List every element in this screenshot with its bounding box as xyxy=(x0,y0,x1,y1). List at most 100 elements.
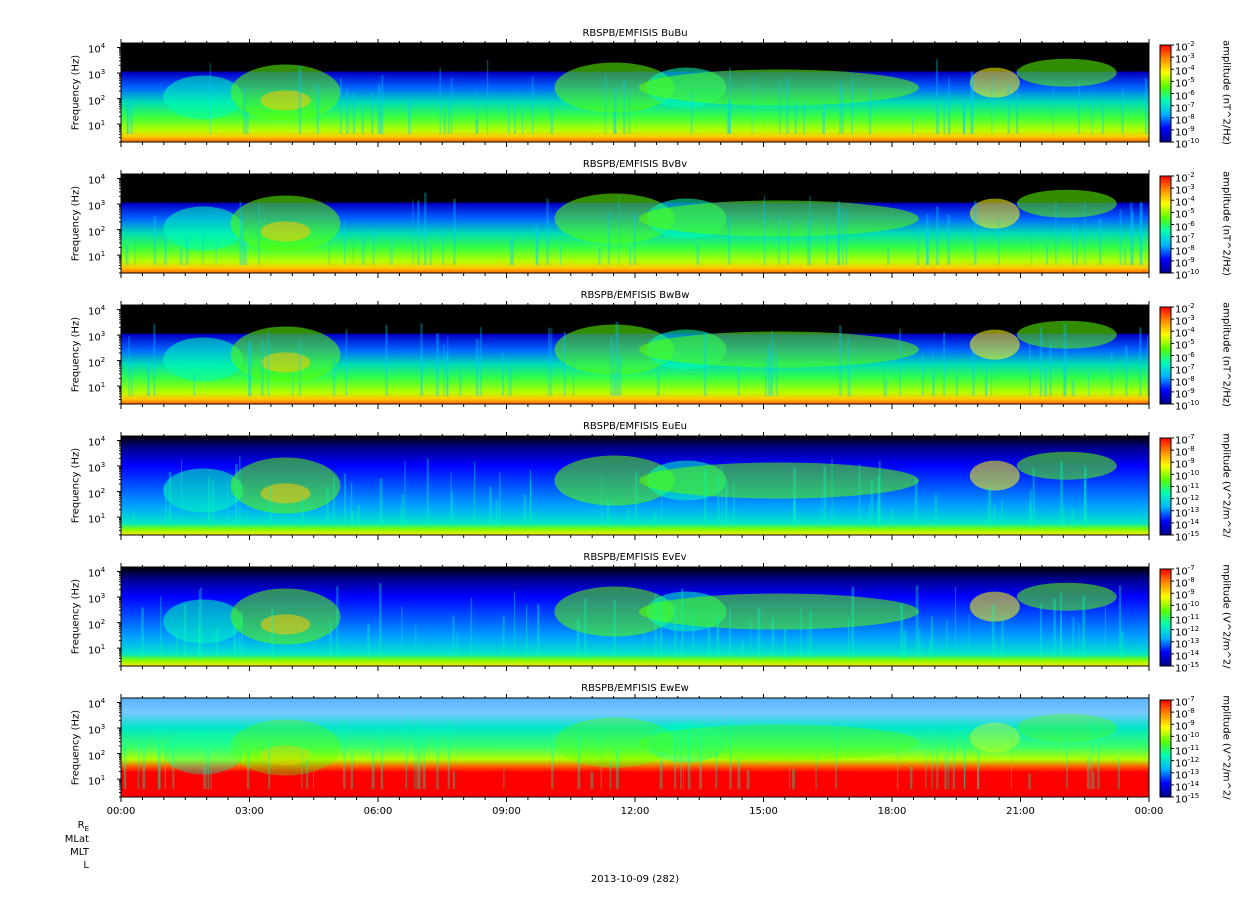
y-tick-label: 103 xyxy=(88,723,106,737)
emission-streak xyxy=(422,730,426,789)
emission-streak xyxy=(380,730,384,789)
emission-streak xyxy=(486,59,489,135)
emission-streak xyxy=(598,248,601,265)
emission-streak xyxy=(367,623,370,658)
emission-streak xyxy=(1053,598,1056,658)
colorbar-tick-label: 10-8 xyxy=(1175,707,1195,721)
emission-streak xyxy=(511,236,515,265)
emission-streak xyxy=(165,484,167,527)
emission-streak xyxy=(737,756,741,789)
emission-streak xyxy=(550,105,554,134)
wave-emission-8 xyxy=(1016,320,1117,349)
emission-streak xyxy=(130,362,133,396)
colorbar-tick-label: 10-3 xyxy=(1175,314,1195,328)
emission-streak xyxy=(1139,202,1142,265)
wave-emission-7 xyxy=(969,591,1020,622)
emission-streak xyxy=(613,86,617,134)
emission-streak xyxy=(551,328,553,396)
y-axis-label: Frequency (Hz) xyxy=(70,447,82,523)
emission-streak xyxy=(985,364,987,396)
emission-streak xyxy=(227,480,229,527)
wave-emission-1 xyxy=(163,75,244,120)
emission-streak xyxy=(717,475,720,527)
emission-streak xyxy=(379,111,383,134)
emission-streak xyxy=(943,331,945,396)
emission-streak xyxy=(470,597,473,658)
emission-streak xyxy=(633,211,636,265)
emission-streak xyxy=(426,458,429,527)
emission-streak xyxy=(728,609,731,658)
emission-streak xyxy=(1060,616,1062,658)
emission-streak xyxy=(164,234,167,265)
emission-streak xyxy=(400,507,402,527)
emission-streak xyxy=(972,351,975,396)
wave-emission-3 xyxy=(260,483,311,504)
colorbar-tick-label: 10-7 xyxy=(1175,564,1195,578)
emission-streak xyxy=(918,224,920,265)
colorbar xyxy=(1159,175,1172,274)
emission-streak xyxy=(1130,202,1133,265)
y-tick-label: 103 xyxy=(88,199,106,213)
emission-streak xyxy=(301,496,304,527)
colorbar xyxy=(1159,699,1172,798)
emission-streak xyxy=(208,477,210,527)
emission-streak xyxy=(531,77,534,134)
emission-streak xyxy=(1007,84,1010,134)
emission-streak xyxy=(536,604,540,658)
wave-emission-8 xyxy=(1016,713,1117,742)
x-tick-label: 00:00 xyxy=(1134,806,1164,817)
emission-streak xyxy=(870,480,874,527)
emission-streak xyxy=(1071,380,1075,396)
emission-streak xyxy=(452,615,455,658)
emission-streak xyxy=(1072,616,1075,658)
emission-streak xyxy=(993,505,996,527)
emission-streak xyxy=(1032,467,1035,527)
emission-streak xyxy=(764,357,767,396)
emission-streak xyxy=(915,585,919,658)
colorbar-label: amplitude (nT^2/Hz) xyxy=(1220,39,1232,145)
emission-streak xyxy=(815,754,817,789)
emission-streak xyxy=(783,629,787,658)
emission-streak xyxy=(845,209,848,265)
emission-streak xyxy=(503,769,505,789)
emission-streak xyxy=(606,499,610,527)
emission-streak xyxy=(404,461,406,527)
emission-streak xyxy=(1039,327,1043,396)
emission-streak xyxy=(475,118,478,134)
emission-streak xyxy=(243,240,247,265)
emission-streak xyxy=(185,236,189,265)
emission-streak xyxy=(391,240,393,265)
emission-streak xyxy=(787,220,790,265)
emission-streak xyxy=(1139,327,1142,396)
emission-streak xyxy=(962,101,965,134)
x-tick-label: 03:00 xyxy=(235,806,264,817)
emission-streak xyxy=(193,372,195,396)
emission-streak xyxy=(916,248,919,265)
emission-streak xyxy=(452,771,455,789)
emission-streak xyxy=(126,103,129,134)
emission-streak xyxy=(831,458,833,527)
wave-emission-7 xyxy=(969,722,1020,753)
y-tick-label: 101 xyxy=(88,643,106,657)
emission-streak xyxy=(1110,351,1113,396)
colorbar-tick-label: 10-9 xyxy=(1175,386,1195,401)
emission-streak xyxy=(551,743,554,789)
emission-streak xyxy=(414,733,416,789)
wave-emission-4 xyxy=(554,62,675,113)
emission-streak xyxy=(803,101,806,134)
emission-streak xyxy=(453,198,456,265)
emission-streak xyxy=(577,735,581,789)
emission-streak xyxy=(1028,773,1031,789)
emission-streak xyxy=(990,367,993,396)
emission-streak xyxy=(976,750,980,789)
emission-streak xyxy=(405,716,408,789)
emission-streak xyxy=(381,75,384,134)
emission-streak xyxy=(696,244,700,265)
emission-streak xyxy=(443,344,445,396)
y-axis-label: Frequency (Hz) xyxy=(70,185,82,261)
emission-streak xyxy=(298,66,301,134)
panel-title: RBSPB/EMFISIS EuEu xyxy=(582,421,688,432)
y-tick-label: 102 xyxy=(88,93,106,107)
emission-streak xyxy=(1092,771,1095,789)
colorbar-tick-label: 10-4 xyxy=(1175,326,1195,340)
